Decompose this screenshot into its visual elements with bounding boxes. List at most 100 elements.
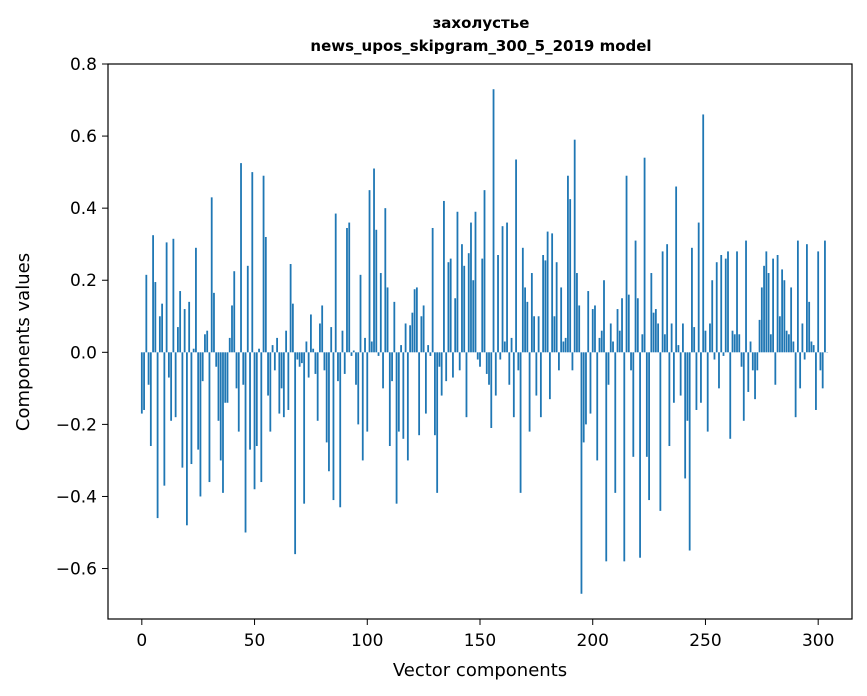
bar-88 <box>339 352 342 508</box>
bar-151 <box>481 258 484 353</box>
bar-176 <box>537 316 540 353</box>
bar-156 <box>492 89 495 353</box>
x-tick-label: 150 <box>464 631 496 651</box>
bar-269 <box>747 352 750 392</box>
bar-183 <box>553 316 556 353</box>
bar-202 <box>596 352 599 461</box>
bar-111 <box>391 352 393 382</box>
bar-132 <box>438 352 441 367</box>
bar-287 <box>787 334 790 353</box>
bar-41 <box>233 271 236 353</box>
bar-84 <box>330 327 333 353</box>
bar-189 <box>567 175 569 353</box>
bar-169 <box>521 247 524 353</box>
bar-238 <box>677 345 680 353</box>
bar-258 <box>722 352 725 356</box>
bar-155 <box>490 352 493 428</box>
bar-300 <box>817 251 820 353</box>
bar-140 <box>456 211 459 353</box>
bar-34 <box>217 352 220 421</box>
bar-293 <box>801 323 804 353</box>
bar-53 <box>260 352 263 483</box>
bar-24 <box>195 247 197 353</box>
bar-246 <box>695 352 698 410</box>
x-tick-label: 50 <box>244 631 266 651</box>
bar-5 <box>152 235 154 353</box>
bar-252 <box>709 323 711 353</box>
bar-296 <box>808 301 811 353</box>
bar-93 <box>350 352 353 356</box>
bar-243 <box>688 352 691 551</box>
bar-286 <box>785 330 788 353</box>
bar-17 <box>179 291 182 353</box>
bar-148 <box>474 211 477 353</box>
bar-237 <box>675 186 678 353</box>
bar-229 <box>657 323 660 353</box>
bar-98 <box>361 352 364 461</box>
bar-12 <box>167 352 170 378</box>
bar-16 <box>176 327 179 353</box>
bar-15 <box>174 352 177 418</box>
bar-2 <box>145 274 148 353</box>
bar-48 <box>249 352 251 450</box>
bar-164 <box>510 337 513 353</box>
bar-104 <box>375 229 378 353</box>
bar-147 <box>472 280 475 353</box>
bar-137 <box>449 258 452 353</box>
bar-146 <box>470 222 472 353</box>
bar-149 <box>476 352 479 360</box>
bar-39 <box>228 337 231 353</box>
bar-294 <box>803 352 806 360</box>
y-tick-label: 0.4 <box>70 199 97 219</box>
bar-168 <box>519 352 522 493</box>
bar-225 <box>648 352 650 501</box>
bar-92 <box>348 222 351 353</box>
bar-118 <box>406 352 409 461</box>
bar-242 <box>686 352 689 421</box>
bar-261 <box>729 352 732 439</box>
x-tick-label: 100 <box>351 631 383 651</box>
bar-128 <box>429 352 432 356</box>
bar-167 <box>517 352 520 371</box>
bar-264 <box>736 251 738 353</box>
x-tick-label: 250 <box>689 631 721 651</box>
bar-165 <box>512 352 515 418</box>
bar-130 <box>434 352 436 436</box>
bar-201 <box>594 305 596 353</box>
bar-161 <box>503 341 506 353</box>
bar-6 <box>154 282 157 353</box>
bar-19 <box>183 309 186 353</box>
bar-272 <box>754 352 756 400</box>
bar-10 <box>163 352 166 486</box>
bar-61 <box>278 352 281 414</box>
bar-100 <box>366 352 369 432</box>
bar-236 <box>672 352 675 403</box>
bar-66 <box>289 264 292 353</box>
bar-4 <box>149 352 152 447</box>
bar-160 <box>501 226 504 353</box>
bar-73 <box>305 341 308 353</box>
bar-281 <box>774 352 777 385</box>
bar-70 <box>298 352 301 367</box>
bar-131 <box>436 352 439 493</box>
bar-117 <box>404 323 407 353</box>
bar-133 <box>440 352 443 396</box>
bar-208 <box>609 323 612 353</box>
bar-299 <box>815 352 817 410</box>
bar-204 <box>600 330 603 353</box>
bar-116 <box>402 352 405 439</box>
bar-249 <box>702 114 705 353</box>
bar-203 <box>598 337 601 353</box>
bar-42 <box>235 352 238 389</box>
bar-36 <box>222 352 224 493</box>
bar-85 <box>332 352 335 501</box>
bar-262 <box>731 330 734 353</box>
bar-188 <box>564 337 567 353</box>
bar-228 <box>654 309 657 353</box>
bar-62 <box>280 352 283 389</box>
bar-179 <box>544 260 547 353</box>
bar-247 <box>697 222 700 353</box>
bar-22 <box>190 352 193 465</box>
bar-270 <box>749 341 752 353</box>
